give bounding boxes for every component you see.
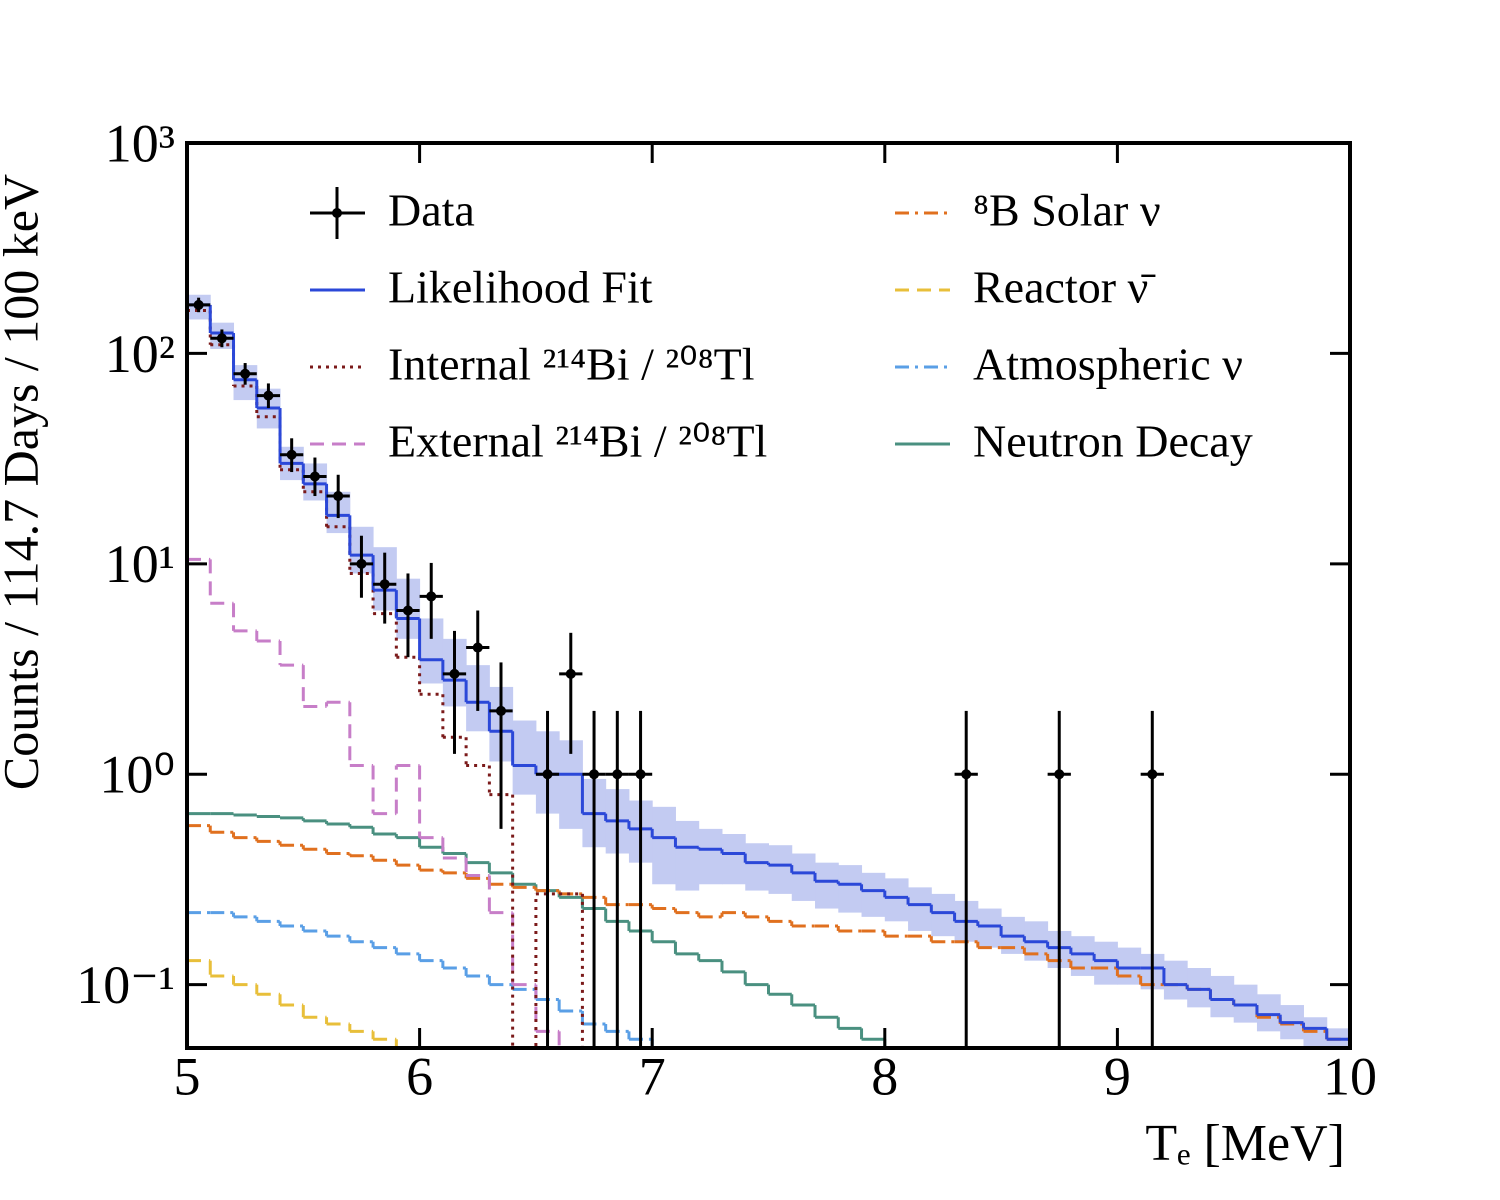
series-2 — [187, 557, 583, 1048]
uncertainty-band — [861, 872, 886, 917]
uncertainty-band — [419, 618, 444, 684]
data-point — [426, 591, 437, 602]
uncertainty-band — [838, 865, 863, 913]
legend-label: Data — [388, 185, 475, 236]
legend-marker — [332, 208, 342, 218]
x-axis-label: Tₑ [MeV] — [1145, 1115, 1345, 1172]
uncertainty-band — [977, 908, 1002, 948]
data-point — [402, 605, 413, 616]
series-5 — [187, 911, 676, 1048]
y-tick-label: 10³ — [105, 113, 175, 173]
data-point — [542, 769, 553, 780]
data-point — [1147, 769, 1158, 780]
data-point — [472, 642, 483, 653]
data-point — [589, 769, 600, 780]
x-tick-label: 8 — [871, 1046, 898, 1106]
x-tick-label: 5 — [174, 1046, 201, 1106]
uncertainty-band — [1094, 941, 1118, 985]
data-point — [286, 449, 297, 460]
uncertainty-band — [721, 834, 746, 885]
series-4 — [187, 959, 420, 1048]
uncertainty-band — [745, 843, 769, 891]
y-tick-label: 10¹ — [105, 534, 175, 594]
uncertainty-band — [791, 853, 816, 901]
legend-label: ⁸B Solar ν — [973, 185, 1161, 236]
y-tick-label: 10⁻¹ — [76, 955, 175, 1015]
uncertainty-band — [675, 820, 700, 891]
uncertainty-band — [1163, 960, 1188, 1000]
data-point — [379, 579, 390, 590]
data-point — [635, 769, 646, 780]
data-point — [240, 368, 251, 379]
legend-label: Atmospheric ν — [973, 339, 1243, 390]
uncertainty-band — [931, 893, 956, 937]
uncertainty-band — [559, 740, 583, 829]
y-tick-label: 10² — [105, 324, 175, 384]
y-axis-label: Counts / 114.7 Days / 100 keV — [0, 174, 48, 790]
uncertainty-band — [884, 878, 909, 922]
plot-frame — [185, 141, 1352, 1050]
uncertainty-band — [698, 828, 723, 885]
uncertainty-band — [1256, 994, 1281, 1032]
y-tick-label: 10⁰ — [99, 745, 175, 805]
uncertainty-band — [1210, 975, 1235, 1018]
data-point — [496, 705, 507, 716]
x-tick-label: 6 — [406, 1046, 433, 1106]
series-6 — [187, 812, 909, 1048]
legend-label: Neutron Decay — [973, 416, 1253, 467]
uncertainty-band — [512, 720, 537, 795]
x-tick-label: 7 — [639, 1046, 666, 1106]
data-point — [449, 668, 460, 679]
x-tick-label: 9 — [1104, 1046, 1131, 1106]
data-point — [565, 668, 576, 679]
data-point — [193, 299, 204, 310]
legend-label: Reactor ν̄ — [973, 262, 1156, 313]
data-point — [309, 471, 320, 482]
uncertainty-band — [1187, 967, 1211, 1008]
uncertainty-band — [815, 862, 839, 909]
uncertainty-band — [1070, 936, 1095, 976]
legend-label: Internal ²¹⁴Bi / ²⁰⁸Tl — [388, 339, 755, 390]
x-tick-label: 10 — [1323, 1046, 1377, 1106]
plot-area — [187, 294, 1350, 1048]
data-point — [216, 333, 227, 344]
uncertainty-band — [908, 887, 932, 931]
data-point — [1054, 769, 1065, 780]
data-point — [356, 558, 367, 569]
data-point — [333, 491, 344, 502]
uncertainty-band — [1117, 947, 1142, 985]
uncertainty-band — [652, 806, 676, 885]
data-point — [263, 390, 274, 401]
data-point — [612, 769, 623, 780]
data-point — [961, 769, 972, 780]
legend-label: Likelihood Fit — [388, 262, 653, 313]
uncertainty-band — [768, 845, 793, 894]
legend-label: External ²¹⁴Bi / ²⁰⁸Tl — [388, 416, 767, 467]
